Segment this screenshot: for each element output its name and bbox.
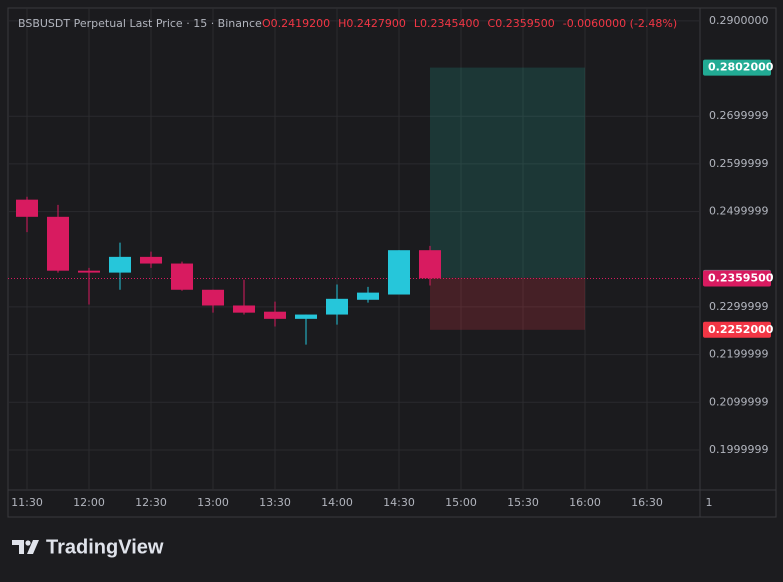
x-tick-label: 11:30 xyxy=(11,496,43,509)
labels: 0.2900000 0.2699999 0.2599999 0.2499999 0.22… xyxy=(11,14,774,509)
x-tick-label: 14:30 xyxy=(383,496,415,509)
ohlc-value: L0.2345400 xyxy=(414,17,480,30)
ohlc-value: -0.0060000 (-2.48%) xyxy=(563,17,677,30)
brand-logo xyxy=(12,540,39,554)
chart-title: BSBUSDT Perpetual Last Price · 15 · Bina… xyxy=(18,17,262,30)
ohlc-value: O0.2419200 xyxy=(262,17,330,30)
x-tick-label: 15:00 xyxy=(445,496,477,509)
candle-body xyxy=(357,292,379,300)
y-tick-label: 0.1999999 xyxy=(709,443,769,456)
marks xyxy=(8,67,700,345)
y-tick-label: 0.2299999 xyxy=(709,300,769,313)
candle-body xyxy=(171,263,193,290)
price-tag-label: 0.2802000 xyxy=(708,61,774,74)
x-tick-label: 15:30 xyxy=(507,496,539,509)
candle-body xyxy=(326,298,348,315)
candle-body xyxy=(388,250,410,295)
candle-body xyxy=(264,311,286,319)
x-tick-label: 1 xyxy=(706,496,713,509)
logo-t xyxy=(12,540,24,554)
grid xyxy=(8,8,700,490)
candle-body xyxy=(47,216,69,271)
brand-name: TradingView xyxy=(46,536,164,558)
y-tick-label: 0.2699999 xyxy=(709,109,769,122)
price-tag xyxy=(703,59,771,76)
x-tick-label: 16:30 xyxy=(631,496,663,509)
x-tick-label: 12:30 xyxy=(135,496,167,509)
y-tick-label: 0.2199999 xyxy=(709,348,769,361)
y-tick-label: 0.2099999 xyxy=(709,395,769,408)
x-tick-label: 13:00 xyxy=(197,496,229,509)
logo-v xyxy=(27,540,39,554)
ohlc-value: C0.2359500 xyxy=(488,17,555,30)
y-tick-label: 0.2599999 xyxy=(709,157,769,170)
x-tick-label: 16:00 xyxy=(569,496,601,509)
loss-zone xyxy=(430,277,585,330)
candle-body xyxy=(109,256,131,273)
candle-body xyxy=(202,289,224,306)
x-tick-label: 14:00 xyxy=(321,496,353,509)
x-tick-label: 13:30 xyxy=(259,496,291,509)
candle-body xyxy=(78,270,100,273)
y-tick-label: 0.2499999 xyxy=(709,205,769,218)
ohlc-value: H0.2427900 xyxy=(338,17,406,30)
candle-body xyxy=(295,314,317,319)
logo-dot xyxy=(25,540,31,546)
candle-body xyxy=(419,250,441,279)
x-tick-label: 12:00 xyxy=(73,496,105,509)
profit-zone xyxy=(430,67,585,278)
y-tick-label: 0.2900000 xyxy=(709,14,769,27)
price-tag-label: 0.2252000 xyxy=(708,323,774,336)
price-tag xyxy=(703,270,771,287)
price-tag xyxy=(703,321,771,338)
candle-body xyxy=(233,305,255,313)
candle-body xyxy=(16,199,38,217)
candle-body xyxy=(140,256,162,264)
price-tag-label: 0.2359500 xyxy=(708,272,774,285)
